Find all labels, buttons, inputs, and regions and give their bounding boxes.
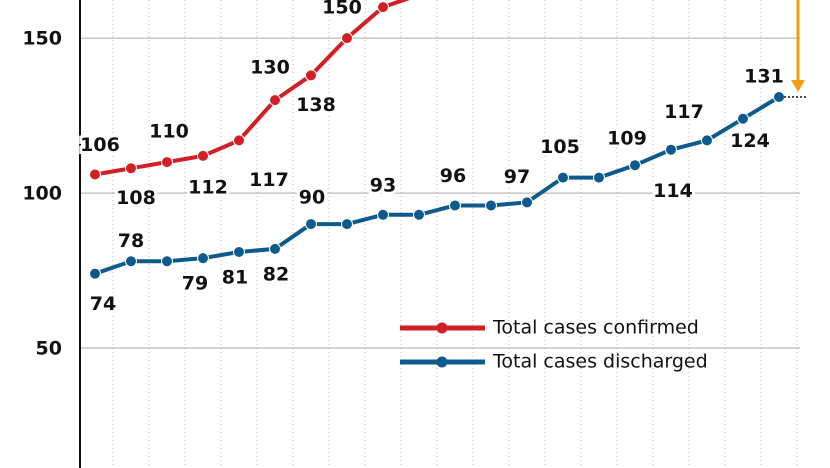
series-line: [94, 95, 781, 276]
point: [665, 143, 677, 156]
point: [269, 242, 281, 255]
data-label: 97: [504, 166, 530, 188]
point: [557, 171, 569, 184]
point: [521, 196, 533, 209]
legend-label: Total cases discharged: [492, 351, 708, 373]
data-label: 96: [440, 165, 466, 187]
y-tick-label: 100: [22, 183, 62, 205]
data-label: 112: [188, 176, 228, 198]
point: [89, 168, 101, 181]
data-label: 117: [664, 101, 704, 123]
data-label: 105: [540, 136, 580, 158]
point: [197, 252, 209, 265]
point: [125, 255, 137, 268]
point: [629, 159, 641, 172]
data-label: 93: [370, 174, 396, 196]
plot: [89, 0, 785, 280]
data-label: 110: [149, 121, 189, 143]
point: [89, 267, 101, 280]
y-tick-label: 150: [22, 28, 62, 50]
data-label: 150: [322, 0, 362, 19]
data-label: 138: [296, 94, 336, 116]
point: [701, 134, 713, 147]
point: [269, 94, 281, 107]
point: [161, 255, 173, 268]
point: [449, 199, 461, 212]
data-label: 81: [222, 266, 248, 288]
point: [197, 149, 209, 162]
point: [413, 208, 425, 221]
point: [341, 32, 353, 45]
point: [125, 162, 137, 175]
data-label: 114: [653, 180, 693, 202]
point: [737, 112, 749, 125]
point: [161, 156, 173, 169]
grid: [80, 0, 800, 468]
data-label: 130: [250, 57, 290, 79]
point: [377, 1, 389, 14]
data-label: 78: [118, 230, 144, 252]
point: [773, 91, 785, 104]
point: [341, 218, 353, 231]
point: [233, 245, 245, 258]
y-tick-label: 50: [36, 338, 62, 360]
data-label: 90: [299, 187, 325, 209]
point: [305, 69, 317, 82]
point: [377, 208, 389, 221]
legend-label: Total cases confirmed: [492, 317, 699, 339]
data-label: 82: [263, 263, 289, 285]
data-label: 117: [249, 169, 289, 191]
point: [305, 218, 317, 231]
data-label: 106: [80, 134, 120, 156]
series-line: [94, 0, 410, 177]
point: [233, 134, 245, 147]
data-label: 131: [744, 66, 784, 88]
data-label: 79: [182, 273, 208, 295]
data-label: 108: [116, 187, 156, 209]
data-label: 74: [90, 293, 116, 315]
data-label: 109: [607, 128, 647, 150]
data-label: 124: [730, 130, 770, 152]
point: [485, 199, 497, 212]
point: [593, 171, 605, 184]
arrow-head: [791, 80, 805, 92]
legend-dot: [436, 322, 448, 334]
legend-dot: [436, 356, 448, 368]
